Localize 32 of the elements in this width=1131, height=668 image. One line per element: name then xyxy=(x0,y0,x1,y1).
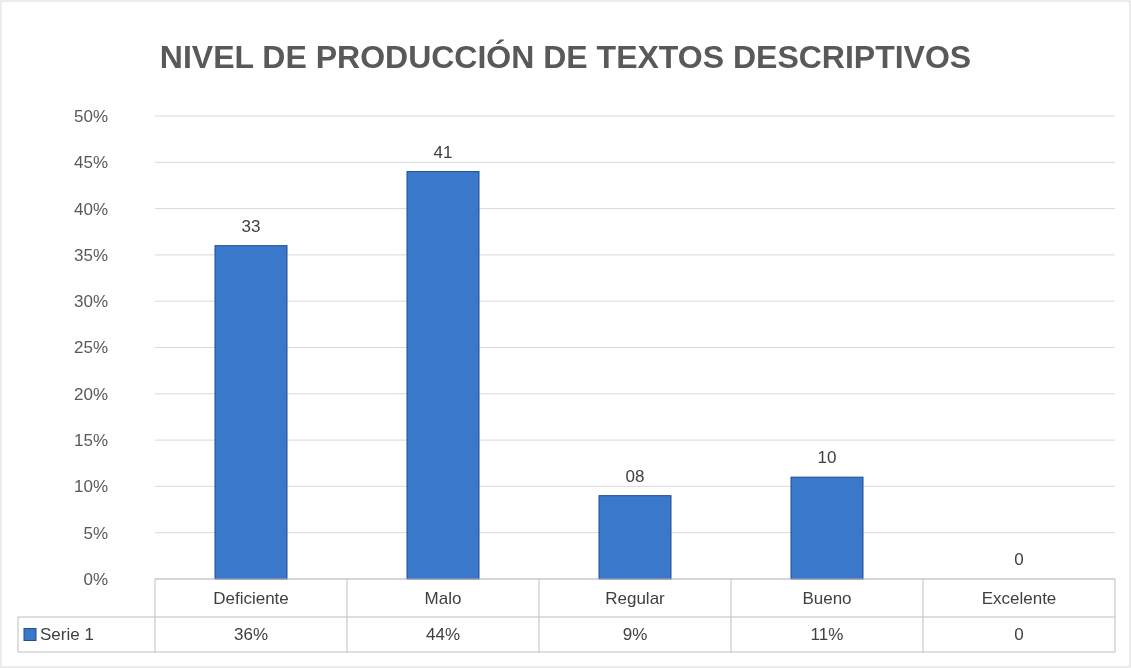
x-tick-label: Excelente xyxy=(981,588,1057,608)
data-label: 44% xyxy=(425,625,461,645)
bar xyxy=(214,245,288,580)
x-tick-label: Regular xyxy=(605,588,666,608)
y-tick-label: 10% xyxy=(73,477,108,497)
bar xyxy=(406,171,480,580)
y-tick-label: 0% xyxy=(83,569,108,589)
annotation: 33 xyxy=(241,216,261,236)
legend-label: Serie 1 xyxy=(40,625,94,645)
y-tick-label: 5% xyxy=(83,523,108,543)
y-tick-label: 40% xyxy=(73,199,108,219)
y-tick-label: 30% xyxy=(73,292,108,312)
x-tick-label: Deficiente xyxy=(213,588,289,608)
bar xyxy=(598,495,672,580)
annotation: 41 xyxy=(433,142,453,162)
data-label: 0 xyxy=(1014,625,1024,645)
y-tick-label: 20% xyxy=(73,384,108,404)
annotation: 08 xyxy=(625,466,645,486)
annotation: 0 xyxy=(1014,550,1024,569)
annotation: 10 xyxy=(817,448,837,468)
bar xyxy=(790,476,864,580)
y-tick-label: 35% xyxy=(73,245,108,265)
data-label: 36% xyxy=(233,625,269,645)
data-label: 11% xyxy=(810,625,844,645)
y-tick-label: 15% xyxy=(73,431,108,451)
chart-title: NIVEL DE PRODUCCIÓN DE TEXTOS DESCRIPTIVOS xyxy=(159,39,972,75)
x-tick-label: Bueno xyxy=(802,588,852,608)
data-label: 9% xyxy=(622,625,648,645)
y-tick-label: 25% xyxy=(73,338,108,358)
x-tick-label: Malo xyxy=(424,588,462,608)
y-tick-label: 50% xyxy=(73,106,108,126)
y-tick-label: 45% xyxy=(73,153,108,173)
